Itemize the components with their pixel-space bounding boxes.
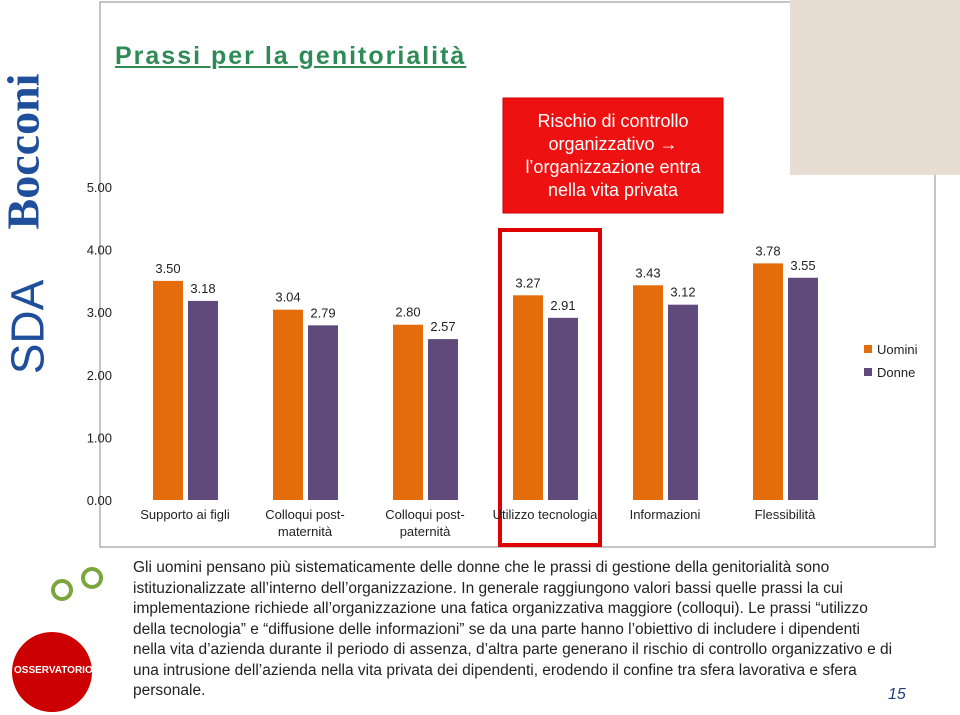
page-number: 15 bbox=[888, 686, 906, 703]
value-label: 3.50 bbox=[155, 261, 180, 276]
bar bbox=[308, 325, 338, 500]
value-label: 3.12 bbox=[670, 285, 695, 300]
bar bbox=[188, 300, 218, 500]
y-tick-label: 5.00 bbox=[87, 180, 112, 195]
bar bbox=[428, 339, 458, 500]
logo-text: Bocconi bbox=[0, 73, 49, 230]
bar bbox=[153, 280, 183, 500]
value-label: 2.91 bbox=[550, 298, 575, 313]
bar bbox=[513, 295, 543, 500]
legend-label: Uomini bbox=[877, 342, 918, 357]
bar bbox=[548, 317, 578, 500]
photo bbox=[790, 0, 960, 175]
male-symbol bbox=[81, 567, 103, 589]
bar bbox=[633, 285, 663, 500]
value-label: 3.27 bbox=[515, 275, 540, 290]
x-tick-label: Flessibilità bbox=[754, 507, 816, 522]
x-tick-label: Colloqui post-maternità bbox=[265, 507, 345, 539]
y-tick-label: 4.00 bbox=[87, 243, 112, 258]
value-label: 2.57 bbox=[430, 319, 455, 334]
value-label: 3.78 bbox=[755, 243, 780, 258]
badge-circle bbox=[12, 632, 92, 712]
value-label: 2.80 bbox=[395, 305, 420, 320]
y-tick-label: 0.00 bbox=[87, 493, 112, 508]
callout-text: Rischio di controllo organizzativo → l’o… bbox=[525, 111, 701, 200]
badge-text: OSSERVATORIO bbox=[14, 665, 93, 676]
legend-label: Donne bbox=[877, 365, 915, 380]
value-label: 2.79 bbox=[310, 305, 335, 320]
bar bbox=[668, 304, 698, 500]
y-tick-label: 1.00 bbox=[87, 430, 112, 445]
x-tick-label: Colloqui post-paternità bbox=[385, 507, 465, 539]
bar bbox=[753, 263, 783, 500]
value-label: 3.18 bbox=[190, 281, 215, 296]
bar bbox=[273, 309, 303, 500]
bar bbox=[393, 324, 423, 500]
value-label: 3.04 bbox=[275, 290, 300, 305]
x-tick-label: Utilizzo tecnologia bbox=[492, 507, 598, 522]
logo-text: SDA bbox=[1, 279, 54, 375]
legend-swatch bbox=[864, 345, 872, 353]
bar bbox=[788, 277, 818, 500]
female-symbol bbox=[51, 579, 73, 601]
y-tick-label: 3.00 bbox=[87, 305, 112, 320]
callout-box bbox=[502, 97, 724, 214]
x-tick-label: Informazioni bbox=[629, 507, 701, 522]
value-label: 3.43 bbox=[635, 265, 660, 280]
highlight-box bbox=[498, 228, 602, 547]
body-text: Gli uomini pensano più sistematicamente … bbox=[133, 559, 893, 699]
value-label: 3.55 bbox=[790, 258, 815, 273]
legend-swatch bbox=[864, 368, 872, 376]
slide-title: Prassi per la genitorialità bbox=[115, 42, 467, 70]
y-tick-label: 2.00 bbox=[87, 368, 112, 383]
x-tick-label: Supporto ai figli bbox=[140, 507, 230, 522]
